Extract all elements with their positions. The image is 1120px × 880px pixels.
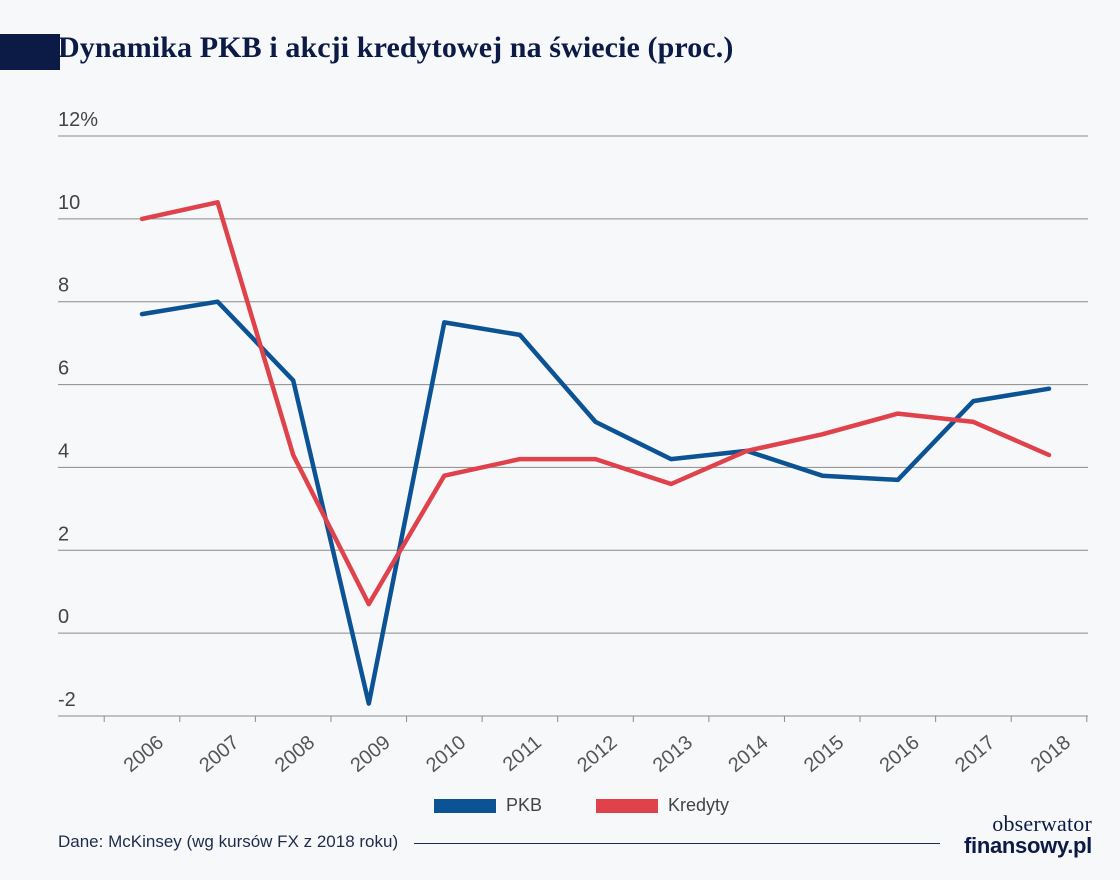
x-tick-label: 2013 (649, 731, 697, 776)
x-tick-label: 2014 (724, 731, 772, 776)
chart-title: Dynamika PKB i akcji kredytowej na świec… (58, 31, 734, 64)
x-tick-label: 2007 (195, 731, 243, 776)
series-line-pkb (139, 299, 1052, 706)
x-tick-label: 2006 (120, 731, 168, 776)
x-tick-label: 2015 (800, 731, 848, 776)
x-axis-labels: 2006 2007 2008 2009 2010 2011 2012 2013 2014 2015… (120, 731, 1075, 776)
series-layer (139, 200, 1052, 706)
legend-swatch-kredyty (596, 798, 659, 813)
y-tick-label: 12% (58, 109, 98, 131)
y-axis-labels: -2 0 2 4 6 8 10 12% (58, 109, 98, 711)
y-tick-label: 0 (58, 606, 69, 628)
y-tick-label: -2 (58, 689, 76, 711)
x-tick-label: 2018 (1027, 731, 1075, 776)
legend-label-pkb: PKB (506, 795, 543, 815)
y-tick-label: 10 (58, 192, 80, 214)
y-tick-label: 4 (58, 440, 69, 462)
x-tick-label: 2017 (951, 731, 999, 776)
source-divider (414, 843, 940, 844)
title-accent-block (0, 34, 60, 70)
legend: PKB Kredyty (434, 795, 783, 816)
x-tick-label: 2012 (573, 731, 621, 776)
legend-item-kredyty: Kredyty (596, 795, 729, 816)
x-tick-label: 2016 (876, 731, 924, 776)
logo-text-top: obserwator (992, 811, 1092, 836)
grid-layer (58, 135, 1088, 722)
legend-swatch-pkb (434, 798, 496, 813)
y-tick-label: 8 (58, 275, 69, 297)
legend-label-kredyty: Kredyty (668, 795, 730, 815)
y-tick-label: 2 (58, 523, 69, 545)
source-note: Dane: McKinsey (wg kursów FX z 2018 roku… (58, 832, 399, 851)
x-tick-label: 2008 (271, 731, 319, 776)
logo-text-bottom: finansowy.pl (963, 833, 1092, 858)
x-tick-label: 2011 (499, 731, 546, 776)
legend-item-pkb: PKB (434, 795, 542, 816)
x-tick-label: 2009 (346, 731, 394, 776)
series-line-kredyty (139, 200, 1052, 607)
x-tick-label: 2010 (422, 731, 470, 776)
publisher-logo: obserwator finansowy.pl (952, 813, 1092, 857)
y-tick-label: 6 (58, 358, 69, 380)
